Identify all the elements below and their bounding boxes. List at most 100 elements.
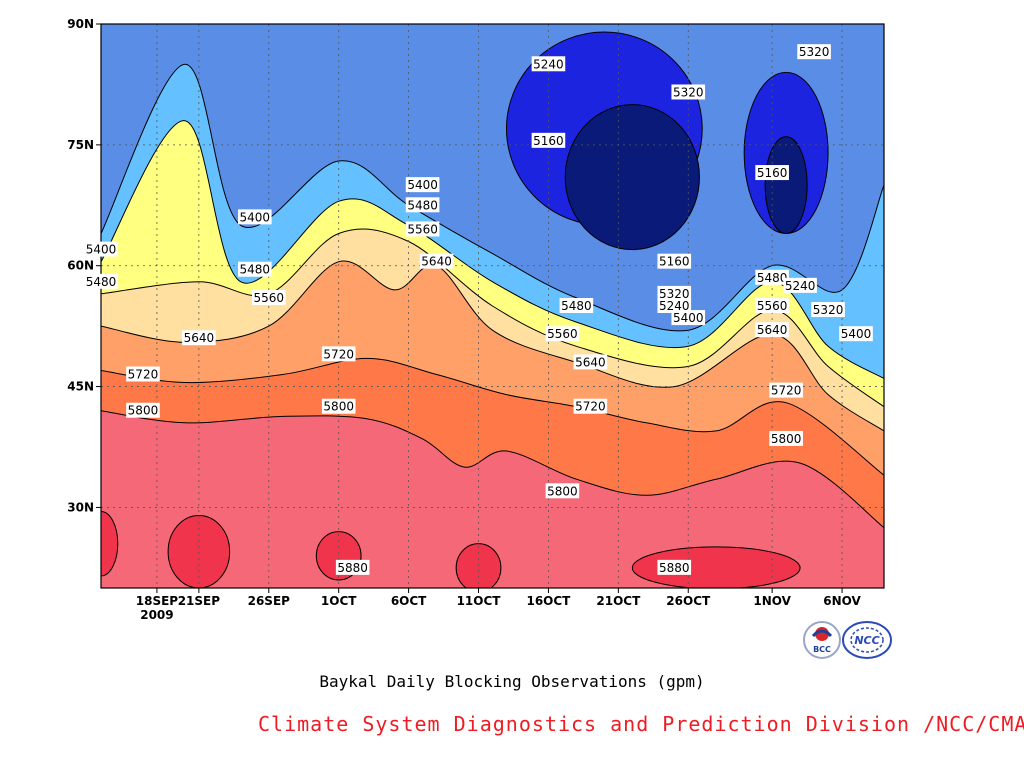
contour-label-bg-25 <box>769 430 803 446</box>
contour-label-bg-21 <box>769 382 803 398</box>
bcc-logo: BCC <box>803 621 841 659</box>
contour-label-bg-17 <box>755 322 789 338</box>
contour-label-bg-32 <box>797 44 831 60</box>
contour-label-7: 5480 <box>407 198 438 212</box>
high-cell-5880-3 <box>455 543 502 588</box>
contour-label-19: 5720 <box>323 347 354 361</box>
contour-label-17: 5640 <box>757 323 788 337</box>
contour-label-30: 5240 <box>785 279 816 293</box>
svg-text:BCC: BCC <box>813 645 831 654</box>
contour-label-bg-16 <box>573 354 608 370</box>
contour-label-4: 5400 <box>841 327 872 341</box>
contour-label-28: 5240 <box>533 57 564 71</box>
ytick-label-0: 30N <box>67 500 94 514</box>
contour-label-bg-19 <box>321 346 356 362</box>
low-cell-5160-3 <box>764 136 808 234</box>
contour-label-1: 5400 <box>240 210 271 224</box>
contour-label-bg-9 <box>755 269 789 285</box>
xtick-label-9: 1NOV <box>753 594 791 608</box>
contour-label-bg-31 <box>671 84 706 100</box>
contour-label-0: 5400 <box>86 243 117 257</box>
ytick-label-2: 60N <box>67 259 94 273</box>
contour-label-bg-10 <box>251 289 286 305</box>
contour-label-23: 5800 <box>323 400 354 414</box>
ncc-logo: NCC <box>842 621 892 659</box>
high-cell-5880-1 <box>167 514 231 588</box>
low-cell-5160-1 <box>564 104 700 251</box>
contour-label-24: 5800 <box>547 484 578 498</box>
contour-label-bg-23 <box>321 398 356 414</box>
contour-label-12: 5560 <box>547 327 578 341</box>
plot-frame <box>100 23 885 589</box>
contour-label-bg-34 <box>811 302 845 318</box>
contour-label-35: 5160 <box>533 134 564 148</box>
xtick-label-2: 26SEP <box>248 594 291 608</box>
contour-label-32: 5320 <box>799 45 830 59</box>
contour-label-bg-37 <box>755 165 789 181</box>
contour-label-bg-30 <box>783 277 817 293</box>
contour-5800 <box>101 410 884 528</box>
xtick-label-1: 21SEP <box>178 594 221 608</box>
xtick-label-0: 18SEP <box>136 594 179 608</box>
contour-label-bg-18 <box>126 366 160 382</box>
contour-label-16: 5640 <box>575 355 606 369</box>
contour-label-26: 5880 <box>337 561 368 575</box>
contour-label-6: 5480 <box>240 263 271 277</box>
xtick-label-8: 26OCT <box>666 594 711 608</box>
contour-label-bg-36 <box>657 253 692 269</box>
contour-label-10: 5560 <box>254 291 285 305</box>
contour-label-bg-14 <box>182 330 216 346</box>
contour-label-20: 5720 <box>575 400 606 414</box>
contour-label-37: 5160 <box>757 166 788 180</box>
contour-5400 <box>101 63 884 332</box>
contour-label-bg-24 <box>545 483 580 499</box>
contour-label-5: 5480 <box>86 275 117 289</box>
contour-label-29: 5240 <box>659 299 690 313</box>
contour-label-14: 5640 <box>184 331 215 345</box>
contour-label-bg-29 <box>657 298 692 313</box>
contour-label-bg-6 <box>238 261 272 277</box>
contour-label-bg-15 <box>419 253 454 269</box>
svg-text:NCC: NCC <box>854 634 879 647</box>
xtick-label-7: 21OCT <box>596 594 641 608</box>
contour-label-bg-1 <box>238 209 272 225</box>
contour-label-21: 5720 <box>771 384 802 398</box>
contour-label-3: 5400 <box>673 311 704 325</box>
contour-label-bg-26 <box>335 559 370 575</box>
xtick-label-5: 11OCT <box>457 594 502 608</box>
xtick-label-3: 1OCT <box>321 594 357 608</box>
contour-label-bg-0 <box>84 241 118 257</box>
xtick-label-6: 16OCT <box>526 594 571 608</box>
high-cell-5880-4 <box>631 546 801 588</box>
contour-label-bg-27 <box>657 559 692 575</box>
contour-label-36: 5160 <box>659 255 690 269</box>
contour-label-bg-4 <box>839 326 873 342</box>
contour-label-22: 5800 <box>128 404 159 418</box>
contour-label-bg-3 <box>671 310 706 326</box>
contour-label-31: 5320 <box>673 85 704 99</box>
contour-label-bg-12 <box>545 326 580 342</box>
contour-label-34: 5320 <box>813 303 844 317</box>
contour-label-bg-2 <box>405 177 440 193</box>
contour-label-13: 5560 <box>757 299 788 313</box>
contour-label-2: 5400 <box>407 178 438 192</box>
contour-label-bg-8 <box>559 298 594 313</box>
contour-label-bg-5 <box>84 273 118 289</box>
high-cell-5880-0 <box>101 510 119 577</box>
contour-5720 <box>101 357 884 476</box>
contour-label-27: 5880 <box>659 561 690 575</box>
contour-label-bg-35 <box>531 132 566 148</box>
contour-label-15: 5640 <box>421 255 452 269</box>
xtick-label-4: 6OCT <box>391 594 427 608</box>
ytick-label-1: 45N <box>67 380 94 394</box>
contour-label-bg-28 <box>531 56 566 72</box>
xtick-label-10: 6NOV <box>823 594 861 608</box>
contour-label-8: 5480 <box>561 299 592 313</box>
credit-line: Climate System Diagnostics and Predictio… <box>258 712 1024 736</box>
contour-label-11: 5560 <box>407 222 438 236</box>
contour-label-9: 5480 <box>757 271 788 285</box>
contour-label-25: 5800 <box>771 432 802 446</box>
contour-label-33: 5320 <box>659 287 690 301</box>
